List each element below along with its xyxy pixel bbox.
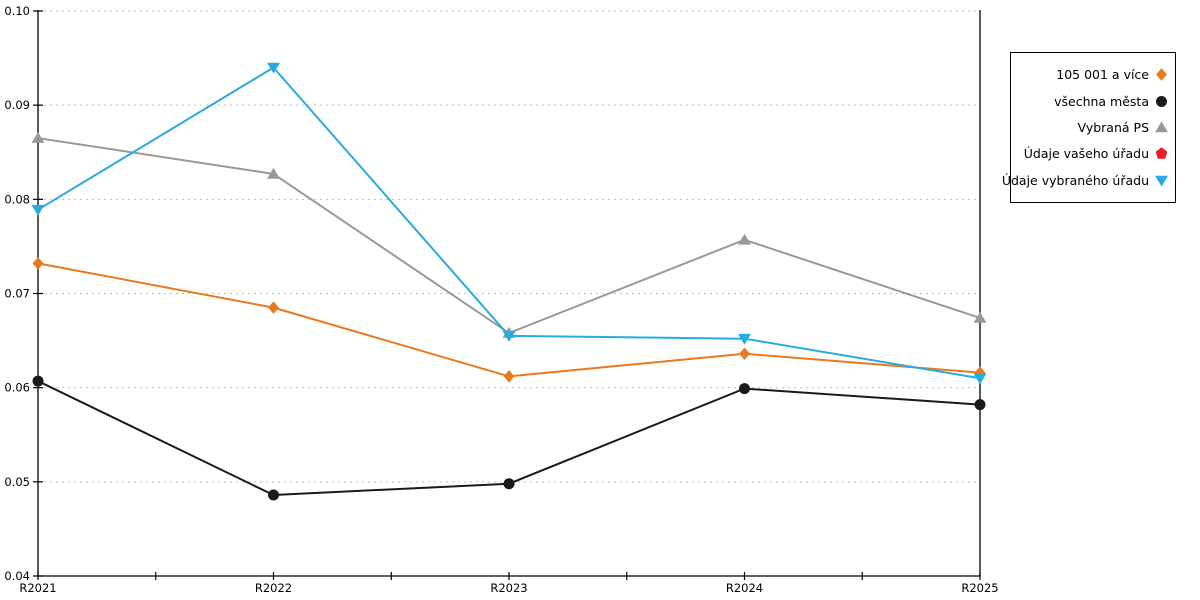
x-tick-label: R2024	[726, 581, 763, 595]
y-tick-label: 0.05	[4, 475, 30, 489]
triangle-down-marker	[31, 204, 45, 216]
circle-legend-icon	[1156, 95, 1167, 107]
diamond-marker	[32, 257, 44, 270]
triangle-down-legend-icon	[1155, 175, 1168, 187]
diamond-marker	[503, 370, 515, 383]
x-tick-label: R2025	[961, 581, 998, 595]
diamond-marker	[1156, 68, 1167, 82]
triangle-down-marker	[1155, 175, 1168, 187]
circle-marker	[739, 383, 750, 395]
y-tick-label: 0.06	[4, 381, 30, 395]
diamond-legend-icon	[1156, 68, 1167, 82]
triangle-up-marker	[738, 233, 751, 245]
triangle-down-marker	[973, 373, 987, 385]
x-tick-label: R2023	[490, 581, 527, 595]
diamond-marker	[739, 347, 750, 360]
legend-item: Vybraná PS	[1017, 120, 1169, 135]
y-tick-label: 0.10	[4, 4, 30, 18]
triangle-down-marker	[502, 331, 516, 342]
y-tick-label: 0.04	[4, 569, 30, 583]
triangle-up-legend-icon	[1155, 121, 1168, 133]
triangle-up-marker	[31, 132, 45, 143]
y-tick-label: 0.07	[4, 287, 30, 301]
x-tick-label: R2021	[19, 581, 56, 595]
circle-marker	[503, 478, 515, 490]
pentagon-marker	[1155, 147, 1168, 160]
triangle-up-marker	[267, 167, 280, 179]
series-line-triangle-up	[37, 137, 981, 335]
triangle-down-marker	[738, 333, 751, 345]
circle-marker	[1156, 95, 1167, 107]
triangle-up-marker	[1155, 121, 1168, 133]
series-line-diamond	[37, 262, 981, 378]
circle-marker	[32, 375, 44, 387]
legend-label: Údaje vašeho úřadu	[1023, 146, 1149, 162]
legend-item: Údaje vašeho úřadu	[1017, 146, 1169, 161]
circle-marker	[974, 399, 986, 411]
circle-marker	[268, 489, 279, 501]
triangle-down-marker	[267, 62, 280, 74]
diamond-marker	[268, 301, 279, 314]
legend-item: Údaje vybraného úřadu	[1002, 173, 1169, 188]
legend-label: Údaje vybraného úřadu	[1001, 172, 1149, 188]
legend-label: Vybraná PS	[1077, 119, 1149, 135]
y-tick-label: 0.09	[4, 98, 30, 112]
triangle-up-marker	[973, 311, 987, 323]
legend-item: 105 001 a více	[1017, 67, 1169, 82]
legend-box: 105 001 a více všechna města Vybraná PS Úda…	[1002, 52, 1176, 203]
y-tick-label: 0.08	[4, 192, 30, 206]
legend-label: 105 001 a více	[1056, 67, 1149, 83]
x-tick-label: R2022	[255, 581, 292, 595]
series-line-circle	[37, 380, 981, 497]
legend-item: všechna města	[1017, 94, 1169, 109]
pentagon-legend-icon	[1155, 147, 1168, 160]
legend-label: všechna města	[1054, 93, 1149, 109]
